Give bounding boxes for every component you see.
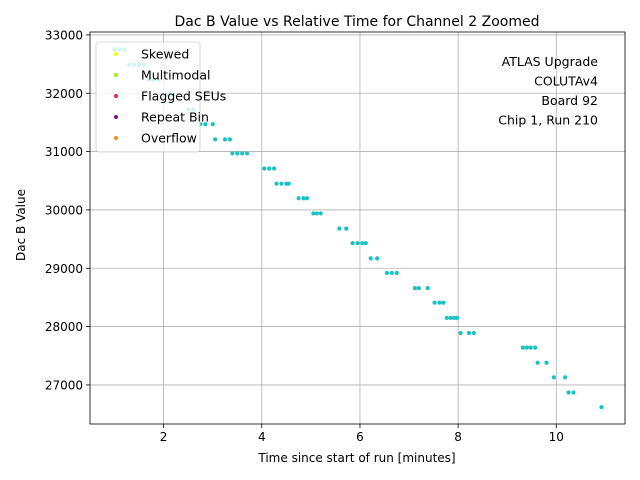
data-point bbox=[311, 211, 316, 216]
data-point bbox=[222, 137, 228, 142]
y-tick-label: 28000 bbox=[45, 320, 83, 334]
annotation-line: COLUTAv4 bbox=[534, 74, 598, 89]
data-point bbox=[444, 315, 449, 320]
data-point bbox=[213, 137, 218, 142]
data-point bbox=[271, 166, 277, 171]
data-point bbox=[267, 166, 272, 171]
run-annotation: ATLAS Upgrade COLUTAv4 Board 92 Chip 1, Run… bbox=[498, 54, 598, 128]
x-axis-label: Time since start of run [minutes] bbox=[257, 451, 455, 465]
y-tick-label: 30000 bbox=[45, 203, 83, 217]
data-point bbox=[304, 196, 310, 201]
data-point bbox=[210, 122, 215, 127]
data-point bbox=[244, 151, 250, 156]
data-point bbox=[296, 196, 301, 201]
data-point bbox=[360, 241, 365, 246]
data-point bbox=[203, 122, 208, 127]
legend-label: Repeat Bin bbox=[141, 110, 209, 125]
legend-marker bbox=[114, 94, 118, 98]
y-tick-label: 29000 bbox=[45, 262, 83, 276]
legend: Skewed Multimodal Flagged SEUs Repeat Bin Ov… bbox=[95, 41, 226, 153]
legend-label: Overflow bbox=[141, 131, 197, 146]
data-point bbox=[363, 241, 368, 246]
data-point bbox=[448, 315, 453, 320]
data-point bbox=[286, 181, 291, 186]
data-point bbox=[337, 226, 342, 231]
data-point bbox=[455, 315, 460, 320]
y-tick-label: 32000 bbox=[45, 87, 83, 101]
data-point bbox=[314, 211, 319, 216]
data-point bbox=[520, 345, 526, 350]
annotation-line: Chip 1, Run 210 bbox=[498, 113, 598, 128]
y-axis-label: Dac B Value bbox=[14, 189, 28, 261]
data-point bbox=[368, 256, 373, 261]
legend-marker bbox=[114, 52, 118, 56]
x-tick-label: 8 bbox=[454, 430, 462, 444]
data-point bbox=[441, 300, 446, 305]
data-point bbox=[425, 285, 430, 291]
x-tick-label: 4 bbox=[258, 430, 266, 444]
data-point bbox=[437, 300, 442, 305]
y-tick-label: 27000 bbox=[45, 378, 83, 392]
data-point bbox=[533, 345, 538, 350]
chart-title: Dac B Value vs Relative Time for Channel… bbox=[175, 14, 540, 30]
y-tick-label: 33000 bbox=[45, 28, 83, 42]
data-point bbox=[240, 151, 245, 156]
data-point bbox=[344, 226, 349, 231]
data-point bbox=[432, 300, 437, 305]
data-point bbox=[416, 285, 421, 291]
data-point bbox=[227, 137, 232, 142]
data-point bbox=[350, 241, 355, 246]
data-point bbox=[274, 181, 279, 186]
data-point bbox=[551, 375, 556, 380]
data-point bbox=[524, 345, 529, 350]
data-point bbox=[452, 315, 457, 320]
x-tick-label: 6 bbox=[356, 430, 364, 444]
data-point bbox=[563, 375, 568, 380]
data-point bbox=[279, 181, 284, 186]
data-point bbox=[466, 330, 472, 336]
data-point bbox=[535, 360, 540, 365]
annotation-line: Board 92 bbox=[541, 93, 598, 108]
legend-box bbox=[95, 41, 201, 153]
data-point bbox=[471, 330, 476, 336]
grid bbox=[90, 32, 625, 424]
legend-label: Multimodal bbox=[141, 68, 210, 83]
plot-frame bbox=[89, 31, 626, 425]
y-tick-label: 31000 bbox=[45, 145, 83, 159]
axes: 2 4 6 8 10 27000 28000 29000 30000 31000 32000 3300… bbox=[45, 28, 626, 444]
data-point bbox=[566, 390, 571, 395]
legend-marker bbox=[114, 73, 118, 77]
data-point bbox=[389, 270, 394, 276]
data-point bbox=[262, 166, 267, 171]
annotation-line: ATLAS Upgrade bbox=[502, 54, 599, 69]
legend-label: Skewed bbox=[141, 47, 189, 62]
data-point bbox=[458, 330, 463, 336]
data-point bbox=[318, 211, 323, 216]
data-point bbox=[394, 270, 399, 276]
data-point bbox=[544, 360, 549, 365]
data-point bbox=[412, 285, 418, 291]
legend-marker bbox=[114, 115, 118, 119]
data-point bbox=[301, 196, 306, 201]
data-point bbox=[384, 270, 390, 276]
data-point bbox=[571, 390, 576, 395]
data-point bbox=[230, 151, 235, 156]
data-point bbox=[375, 256, 380, 261]
legend-marker bbox=[114, 136, 118, 140]
x-tick-label: 10 bbox=[549, 430, 564, 444]
data-point bbox=[235, 151, 240, 156]
data-point bbox=[599, 404, 604, 410]
data-point bbox=[355, 241, 360, 246]
legend-label: Flagged SEUs bbox=[141, 89, 226, 104]
x-tick-label: 2 bbox=[160, 430, 168, 444]
data-point bbox=[528, 345, 533, 350]
